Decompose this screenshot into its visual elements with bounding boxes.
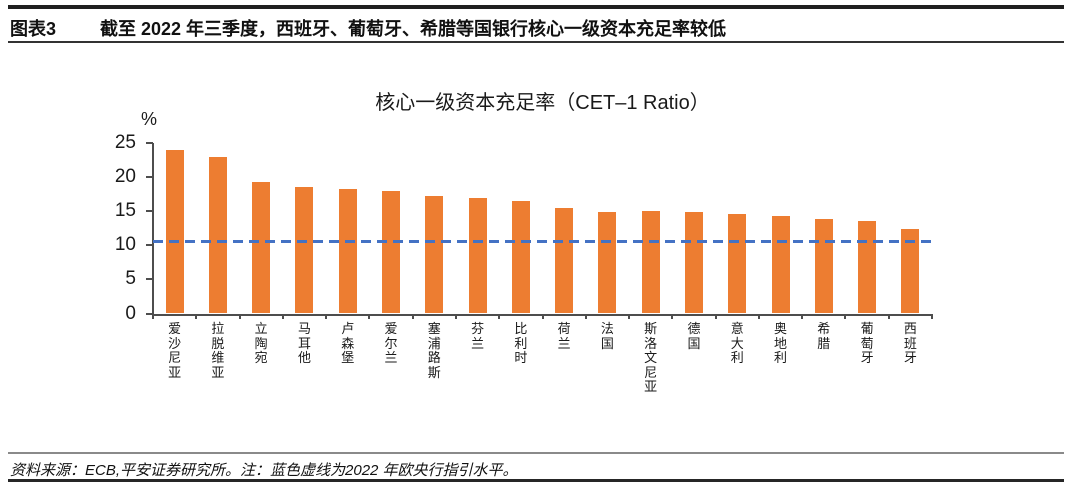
y-tick-mark [146, 244, 153, 247]
bar-希腊 [814, 219, 833, 314]
bar-马耳他 [295, 187, 314, 314]
x-tick-mark [411, 313, 414, 319]
bar-立陶宛 [252, 181, 271, 314]
bar-爱尔兰 [382, 190, 401, 314]
x-tick-mark [757, 313, 760, 319]
x-category-label: 卢森堡 [341, 321, 355, 365]
x-tick-mark [801, 313, 804, 319]
x-tick-mark [498, 313, 501, 319]
x-category-label: 塞浦路斯 [427, 321, 441, 380]
footer-bottom-rule [8, 479, 1064, 482]
figure-number: 图表3 [10, 19, 57, 39]
x-category-label: 马耳他 [297, 321, 311, 365]
footer-top-rule [8, 452, 1064, 454]
x-category-label: 立陶宛 [254, 321, 268, 365]
x-tick-mark [628, 313, 631, 319]
y-axis-line [152, 143, 154, 315]
header-top-rule [8, 5, 1064, 9]
y-tick-label: 25 [114, 132, 136, 153]
x-tick-mark [671, 313, 674, 319]
x-tick-mark [541, 313, 544, 319]
x-category-label: 西班牙 [903, 321, 917, 365]
chart-title: 核心一级资本充足率（CET–1 Ratio） [375, 92, 710, 114]
y-tick-mark [146, 142, 153, 144]
bar-德国 [684, 211, 703, 314]
x-category-label: 比利时 [514, 321, 528, 365]
x-tick-mark [584, 313, 587, 319]
bar-斯洛文尼亚 [641, 211, 660, 314]
x-category-label: 奥地利 [774, 321, 788, 365]
bar-奥地利 [771, 215, 790, 314]
y-tick-label: 5 [125, 268, 136, 290]
x-category-label: 荷兰 [557, 321, 571, 351]
x-tick-mark [325, 313, 328, 319]
x-tick-mark [931, 313, 933, 319]
cet1-ratio-chart: 核心一级资本充足率（CET–1 Ratio） % 0 5 10 15 20 25 爱沙尼亚… [114, 92, 935, 394]
bar-意大利 [728, 213, 747, 314]
bar-荷兰 [555, 208, 574, 314]
y-tick-label: 15 [114, 200, 136, 222]
bar-芬兰 [468, 198, 487, 314]
y-tick-label: 20 [114, 166, 136, 188]
bar-法国 [598, 211, 617, 314]
bar-拉脱维亚 [208, 156, 227, 314]
x-category-label: 芬兰 [471, 321, 485, 351]
x-category-label: 意大利 [730, 321, 744, 365]
x-tick-mark [844, 313, 847, 319]
x-tick-mark [714, 313, 717, 319]
y-tick-mark [146, 312, 153, 315]
x-tick-mark [238, 313, 241, 319]
y-tick-mark [146, 176, 153, 179]
x-tick-mark [152, 313, 154, 319]
x-axis-line [152, 313, 933, 316]
header-bottom-rule [8, 41, 1064, 43]
x-tick-mark [281, 313, 284, 319]
x-category-label: 德国 [687, 321, 701, 351]
x-category-label: 拉脱维亚 [211, 321, 225, 380]
y-tick-label: 10 [114, 234, 136, 256]
x-tick-mark [887, 313, 890, 319]
x-tick-mark [454, 313, 457, 319]
y-axis-unit-label: % [141, 109, 158, 129]
bar-葡萄牙 [858, 221, 877, 314]
bar-爱沙尼亚 [165, 149, 184, 314]
y-tick-label: 0 [125, 302, 136, 324]
x-tick-mark [368, 313, 371, 319]
ecb-guidance-dashed-line [153, 239, 935, 243]
bar-西班牙 [901, 228, 920, 314]
y-tick-mark [146, 278, 153, 281]
x-tick-mark [195, 313, 198, 319]
x-category-label: 葡萄牙 [860, 321, 874, 365]
y-tick-mark [146, 210, 153, 213]
bar-卢森堡 [338, 188, 357, 314]
figure-caption: 截至 2022 年三季度，西班牙、葡萄牙、希腊等国银行核心一级资本充足率较低 [100, 19, 727, 39]
x-category-label: 爱尔兰 [384, 321, 398, 365]
x-category-label: 斯洛文尼亚 [644, 321, 658, 394]
bar-塞浦路斯 [425, 195, 444, 314]
x-category-label: 爱沙尼亚 [168, 321, 182, 380]
x-category-label: 希腊 [817, 321, 831, 351]
source-note: 资料来源：ECB,平安证券研究所。注：蓝色虚线为2022 年欧央行指引水平。 [10, 462, 518, 479]
x-category-label: 法国 [600, 321, 614, 351]
bar-比利时 [511, 200, 530, 314]
